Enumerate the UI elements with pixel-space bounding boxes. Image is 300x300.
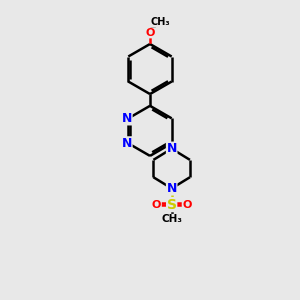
Text: N: N [167,182,177,195]
Text: N: N [167,142,177,155]
Text: O: O [145,28,155,38]
Text: O: O [152,200,161,210]
Text: O: O [182,200,192,210]
Text: N: N [122,112,132,125]
Text: CH₃: CH₃ [161,214,182,224]
Text: CH₃: CH₃ [151,16,170,27]
Text: N: N [122,137,132,150]
Text: S: S [167,198,177,212]
